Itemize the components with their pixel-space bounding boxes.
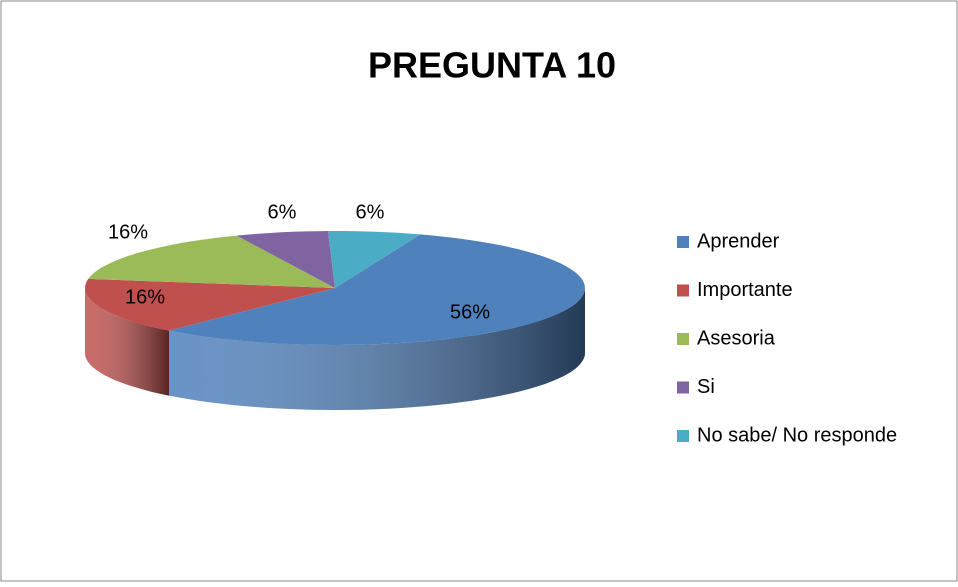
pie-sides <box>85 288 585 410</box>
data-label: 16% <box>125 286 165 308</box>
data-label: 6% <box>356 201 385 223</box>
slice-side-shade <box>85 288 169 396</box>
legend-swatch <box>677 333 689 345</box>
slice-side-shade <box>169 288 585 410</box>
pie-slice <box>328 231 421 288</box>
pie-tops <box>85 231 585 345</box>
data-label: 56% <box>450 301 490 323</box>
legend-label: Si <box>697 376 715 398</box>
legend-label: No sabe/ No responde <box>697 424 897 446</box>
pie-slice <box>236 231 335 288</box>
legend-swatch <box>677 430 689 442</box>
pie-slice <box>169 234 585 345</box>
legend-label: Importante <box>697 279 793 301</box>
pie-slice <box>85 278 335 331</box>
legend-swatch <box>677 236 689 248</box>
data-label: 16% <box>108 221 148 243</box>
legend-swatch <box>677 381 689 394</box>
chart-title: PREGUNTA 10 <box>368 45 616 86</box>
data-label: 6% <box>268 201 297 223</box>
pie-slice <box>88 235 335 288</box>
legend: Aprender Importante Asesoria Si No sabe/ No … <box>677 230 897 446</box>
legend-label: Aprender <box>697 230 780 252</box>
data-labels: 56% 16% 16% 6% 6% <box>108 201 490 323</box>
legend-label: Asesoria <box>697 327 776 349</box>
legend-swatch <box>677 284 689 297</box>
